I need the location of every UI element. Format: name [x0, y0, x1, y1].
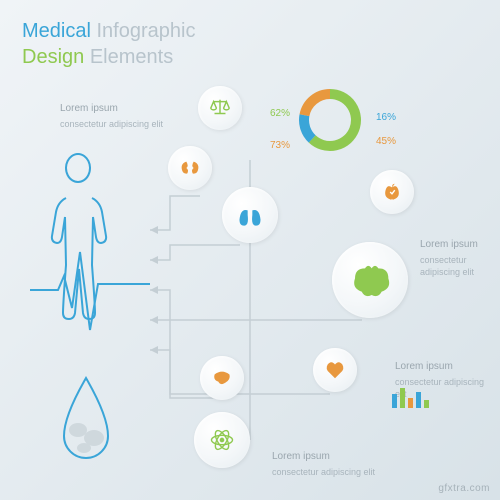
node-apple	[370, 170, 414, 214]
node-lungs	[222, 187, 278, 243]
apple-icon	[381, 181, 403, 203]
liver-icon	[211, 367, 233, 389]
pct-73: 73%	[270, 140, 290, 151]
node-scales	[198, 86, 242, 130]
node-liver	[200, 356, 244, 400]
node-heart	[313, 348, 357, 392]
human-body-icon	[52, 154, 106, 319]
bar-3	[416, 392, 421, 408]
pct-45: 45%	[376, 136, 396, 147]
brain-icon	[350, 260, 390, 300]
node-brain	[332, 242, 408, 318]
scales-icon	[209, 97, 231, 119]
bar-2	[408, 398, 413, 408]
watermark: gfxtra.com	[438, 483, 490, 494]
bar-4	[424, 400, 429, 408]
pct-16: 16%	[376, 112, 396, 123]
label-atom: Lorem ipsum consectetur adipiscing elit	[272, 450, 412, 478]
blood-drop-icon	[64, 378, 108, 458]
bar-1	[400, 388, 405, 408]
mini-bar-chart	[392, 388, 429, 408]
donut-chart	[304, 94, 356, 146]
node-kidneys	[168, 146, 212, 190]
pct-62: 62%	[270, 108, 290, 119]
kidneys-icon	[179, 157, 201, 179]
lungs-icon	[236, 201, 264, 229]
node-atom	[194, 412, 250, 468]
heart-icon	[324, 359, 346, 381]
label-apple: Lorem ipsum consectetur adipiscing elit	[420, 238, 490, 278]
label-top-left: Lorem ipsum consectetur adipiscing elit	[60, 102, 180, 130]
bar-0	[392, 394, 397, 408]
atom-icon	[208, 426, 236, 454]
